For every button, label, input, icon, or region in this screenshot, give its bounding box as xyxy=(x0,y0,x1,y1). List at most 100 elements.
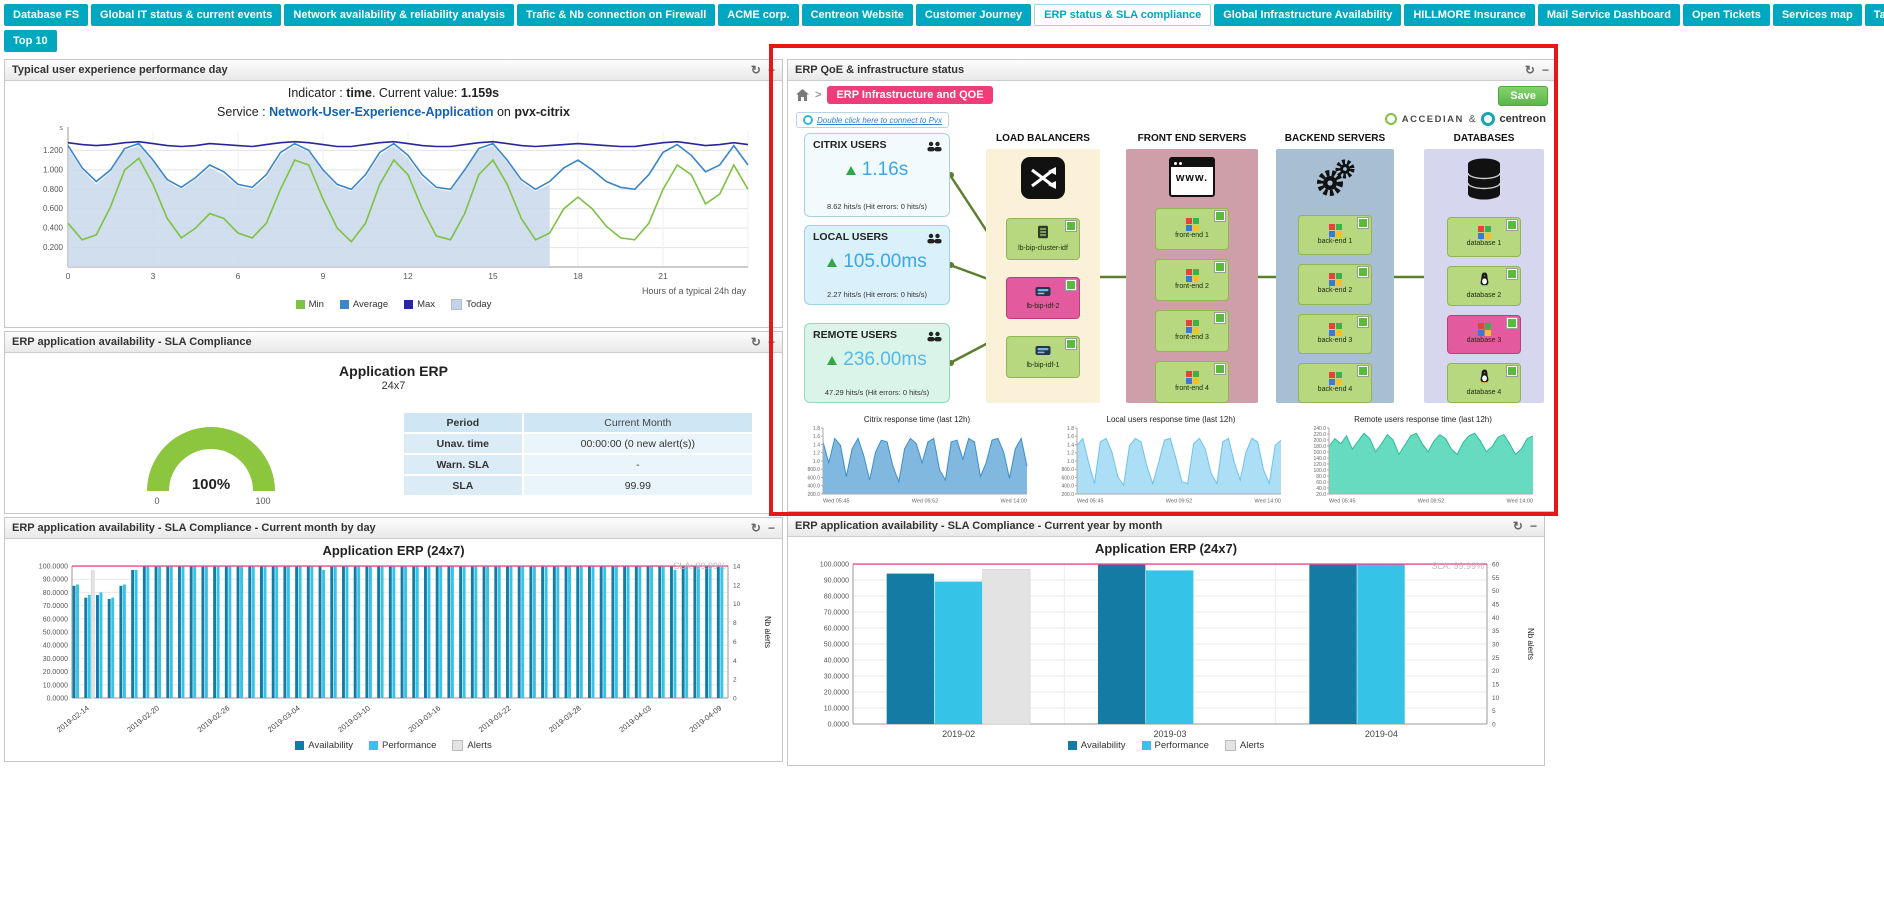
svg-text:5: 5 xyxy=(1492,708,1496,715)
service-link[interactable]: Network-User-Experience-Application xyxy=(269,105,494,119)
legend-item-alerts[interactable]: Alerts xyxy=(452,740,492,751)
service-host: pvx-citrix xyxy=(514,105,570,119)
table-row: Unav. time 00:00:00 (0 new alert(s)) xyxy=(402,432,755,455)
breadcrumb: > ERP Infrastructure and QOE xyxy=(796,86,993,104)
user-box-citrix-users[interactable]: CITRIX USERS 1.16s 8.62 hits/s (Hit errors… xyxy=(804,133,950,217)
row-value: - xyxy=(521,453,755,476)
refresh-icon[interactable]: ↻ xyxy=(1524,63,1535,77)
collapse-icon[interactable]: − xyxy=(1541,63,1549,77)
current-value: 1.159s xyxy=(460,86,500,100)
svg-text:200.0: 200.0 xyxy=(807,492,820,498)
node-label: lb-bip-idf-2 xyxy=(1026,303,1060,311)
collapse-icon[interactable]: − xyxy=(767,521,775,535)
save-button[interactable]: Save xyxy=(1498,86,1548,106)
tab-database-fs[interactable]: Database FS xyxy=(4,4,89,26)
trend-up-icon xyxy=(827,257,838,267)
svg-text:160.0: 160.0 xyxy=(1313,450,1326,456)
legend-item-performance[interactable]: Performance xyxy=(369,740,436,751)
status-dot xyxy=(1215,262,1225,272)
refresh-icon[interactable]: ↻ xyxy=(750,335,761,349)
tab-services-map[interactable]: Services map xyxy=(1772,4,1862,26)
user-box-remote-users[interactable]: REMOTE USERS 236.00ms 47.29 hits/s (Hit er… xyxy=(804,323,950,403)
browser-icon: www. xyxy=(1169,157,1215,197)
panel-title: ERP application availability - SLA Compl… xyxy=(795,520,1163,532)
tab-global-infrastructure-availability[interactable]: Global Infrastructure Availability xyxy=(1214,4,1402,26)
refresh-icon[interactable]: ↻ xyxy=(1512,519,1523,533)
pvx-connect-link[interactable]: Double click here to connect to Pvx xyxy=(796,112,949,128)
svg-text:12: 12 xyxy=(403,271,413,281)
legend-swatch xyxy=(295,741,305,750)
svg-text:6: 6 xyxy=(733,639,737,646)
node-database-4[interactable]: database 4 xyxy=(1447,363,1521,403)
tab-erp-status-sla-compliance[interactable]: ERP status & SLA compliance xyxy=(1034,4,1212,26)
svg-text:2019-03-28: 2019-03-28 xyxy=(547,703,583,734)
tab-tactical-overview[interactable]: Tactical Overview xyxy=(1864,4,1884,26)
node-lb-bip-idf-1[interactable]: lb-bip-idf-1 xyxy=(1006,336,1080,378)
node-front-end-4[interactable]: front-end 4 xyxy=(1155,361,1229,403)
svg-text:70.0000: 70.0000 xyxy=(824,610,849,617)
svg-text:1.2: 1.2 xyxy=(1067,451,1074,457)
tab-centreon-website[interactable]: Centreon Website xyxy=(801,4,913,26)
legend-item-alerts[interactable]: Alerts xyxy=(1224,740,1264,751)
www-text: www. xyxy=(1175,172,1209,184)
node-database-2[interactable]: database 2 xyxy=(1447,265,1521,306)
svg-text:400.0: 400.0 xyxy=(1061,484,1074,490)
column-title: DATABASES xyxy=(1453,133,1515,144)
refresh-icon[interactable]: ↻ xyxy=(750,521,761,535)
node-lb-bip-cluster-idf[interactable]: lb-bip-cluster-idf xyxy=(1006,218,1080,260)
tab-trafic-nb-connection-on-firewall[interactable]: Trafic & Nb connection on Firewall xyxy=(516,4,716,26)
ux-line-chart: 1.200 1.000 0.800 0.600 0.400 0.200 s 0 3 6 9 12 15 1… xyxy=(42,123,749,281)
refresh-icon[interactable]: ↻ xyxy=(750,63,761,77)
tab-global-it-status-current-events[interactable]: Global IT status & current events xyxy=(91,4,282,26)
column-block: www. front-end 1 front-end 2 front-end 3 fro… xyxy=(1126,149,1258,403)
legend-item-today[interactable]: Today xyxy=(451,299,491,310)
node-back-end-3[interactable]: back-end 3 xyxy=(1298,313,1372,354)
legend-item-availability[interactable]: Availability xyxy=(295,740,353,751)
node-front-end-3[interactable]: front-end 3 xyxy=(1155,310,1229,352)
hits-rate-text: 47.29 hits/s (Hit errors: 0 hits/s) xyxy=(824,388,930,397)
month-bar-chart: 100.000090.000080.000070.000060.000050.0… xyxy=(38,564,771,735)
node-database-3[interactable]: database 3 xyxy=(1447,314,1521,355)
legend-item-min[interactable]: Min xyxy=(295,299,324,310)
svg-text:240.0: 240.0 xyxy=(1313,426,1326,432)
svg-text:10: 10 xyxy=(733,601,741,608)
node-database-1[interactable]: database 1 xyxy=(1447,217,1521,257)
svg-text:Wed 09:52: Wed 09:52 xyxy=(1418,499,1445,505)
svg-text:2019-02: 2019-02 xyxy=(942,729,975,739)
home-icon[interactable] xyxy=(796,89,809,101)
svg-text:45: 45 xyxy=(1492,602,1500,609)
node-label: front-end 1 xyxy=(1175,231,1209,239)
svg-text:100.0000: 100.0000 xyxy=(38,564,67,571)
tab-open-tickets[interactable]: Open Tickets xyxy=(1682,4,1770,26)
node-front-end-1[interactable]: front-end 1 xyxy=(1155,208,1229,250)
response-time-value: 105.00ms xyxy=(843,251,927,272)
tab-acme-corp[interactable]: ACME corp. xyxy=(718,4,799,26)
gears-icon xyxy=(1312,157,1358,204)
tab-mail-service-dashboard[interactable]: Mail Service Dashboard xyxy=(1537,4,1680,26)
tab-network-availability-reliability-analysis[interactable]: Network availability & reliability analy… xyxy=(284,4,514,26)
tab-customer-journey[interactable]: Customer Journey xyxy=(915,4,1032,26)
node-back-end-1[interactable]: back-end 1 xyxy=(1298,215,1372,256)
indicator-line: Indicator : time. Current value: 1.159s xyxy=(5,86,782,100)
node-back-end-4[interactable]: back-end 4 xyxy=(1298,362,1372,403)
legend-item-average[interactable]: Average xyxy=(339,299,388,310)
collapse-icon[interactable]: − xyxy=(767,63,775,77)
node-back-end-2[interactable]: back-end 2 xyxy=(1298,264,1372,305)
chart-title: Application ERP (24x7) xyxy=(1094,541,1238,556)
tab-hillmore-insurance[interactable]: HILLMORE Insurance xyxy=(1404,4,1535,26)
collapse-icon[interactable]: − xyxy=(1529,519,1537,533)
legend-item-availability[interactable]: Availability xyxy=(1067,740,1126,751)
legend-swatch xyxy=(452,740,464,751)
tab-top-10[interactable]: Top 10 xyxy=(4,30,57,52)
svg-text:70.0000: 70.0000 xyxy=(42,603,67,610)
mini-chart-title: Local users response time (last 12h) xyxy=(1106,415,1236,424)
user-box-local-users[interactable]: LOCAL USERS 105.00ms 2.27 hits/s (Hit erro… xyxy=(804,225,950,305)
svg-text:Wed 05:45: Wed 05:45 xyxy=(1329,499,1356,505)
breadcrumb-badge[interactable]: ERP Infrastructure and QOE xyxy=(827,86,993,104)
status-dot xyxy=(1358,365,1368,376)
legend-item-performance[interactable]: Performance xyxy=(1141,740,1209,751)
node-front-end-2[interactable]: front-end 2 xyxy=(1155,259,1229,301)
legend-item-max[interactable]: Max xyxy=(404,299,435,310)
node-lb-bip-idf-2[interactable]: lb-bip-idf-2 xyxy=(1006,277,1080,319)
collapse-icon[interactable]: − xyxy=(767,335,775,349)
